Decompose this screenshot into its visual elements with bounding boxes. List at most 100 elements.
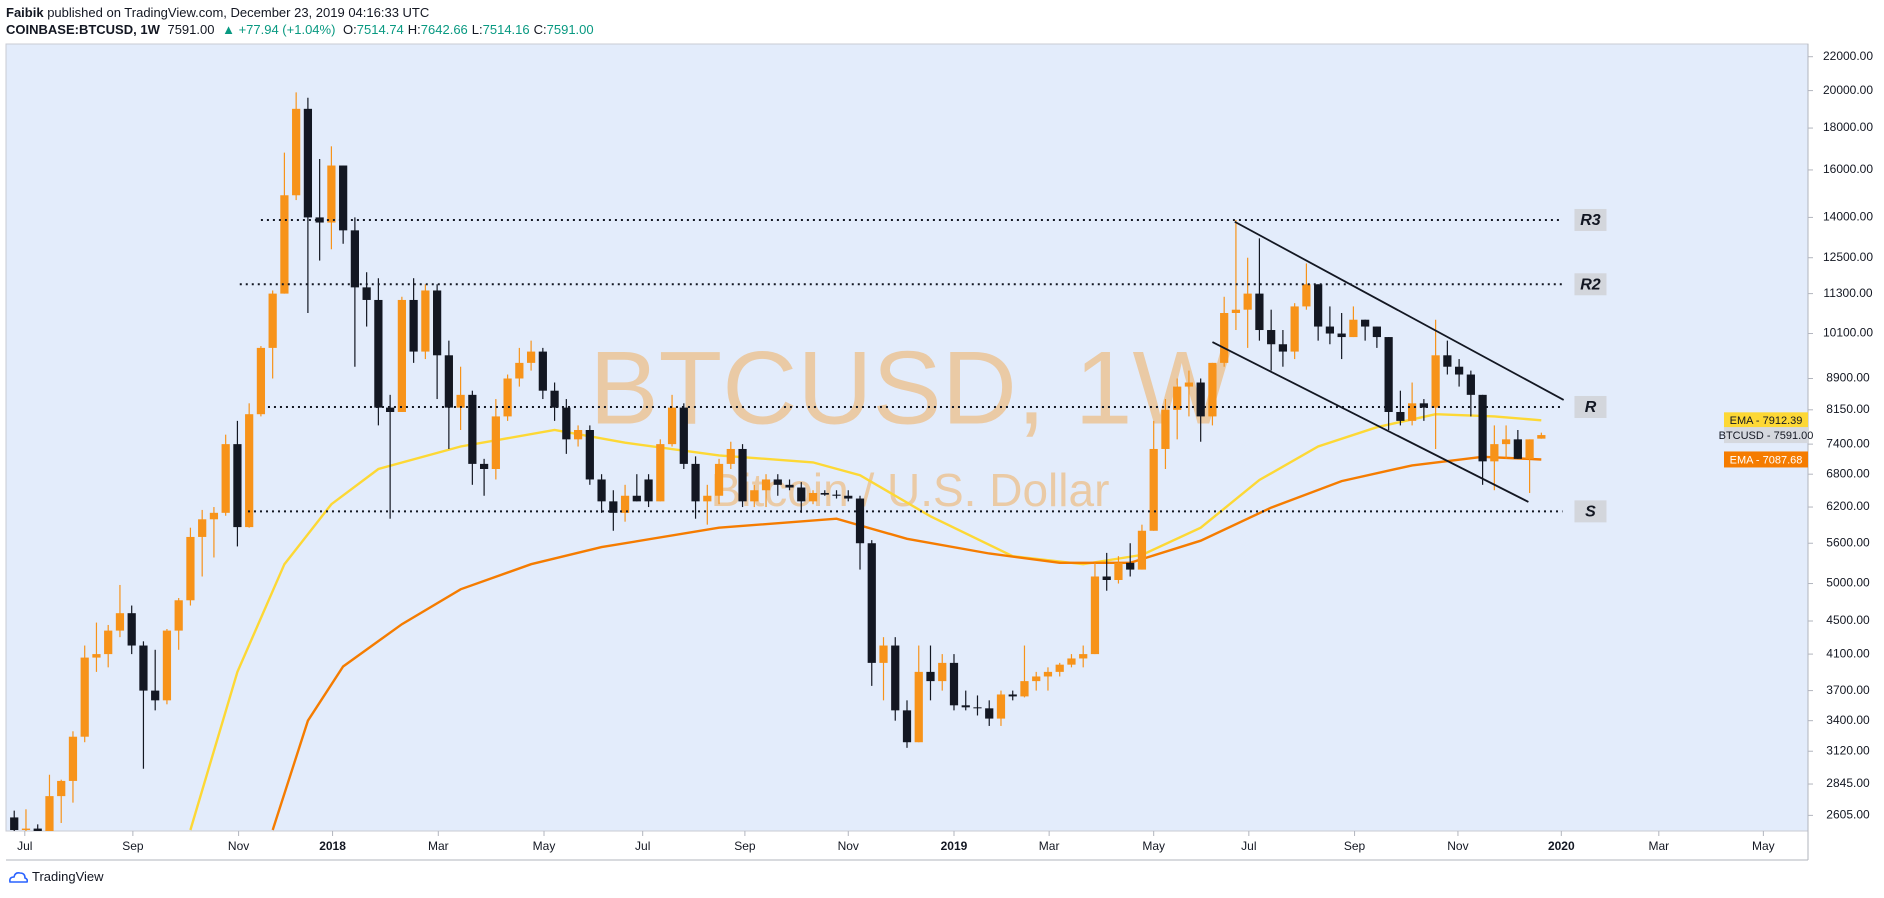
candle-body [985, 708, 994, 719]
x-tick-label: 2018 [319, 839, 346, 853]
x-tick-label: Nov [228, 839, 249, 853]
change: ▲ +77.94 (+1.04%) [222, 22, 336, 37]
candle-body [1396, 411, 1405, 421]
candle-body [68, 736, 78, 781]
candle-body [1161, 409, 1170, 449]
price-label-box [1724, 451, 1808, 468]
candle-body [691, 463, 700, 502]
candle-body [914, 671, 923, 743]
candle-body [362, 287, 371, 300]
plot-layer [10, 92, 1565, 831]
candle-body [562, 407, 571, 440]
candle-body [444, 355, 453, 408]
candle-body [644, 479, 653, 502]
x-tick-label: Sep [734, 839, 756, 853]
x-tick-label: Nov [838, 839, 859, 853]
x-tick-label: 2019 [941, 839, 968, 853]
y-tick-label: 2605.00 [1826, 808, 1870, 822]
y-tick-label: 4100.00 [1826, 646, 1870, 660]
candle-body [679, 407, 688, 464]
candle-body [57, 780, 66, 797]
ohlc-key: H: [407, 22, 421, 37]
x-tick-label: May [1142, 839, 1165, 853]
y-tick-label: 6800.00 [1826, 466, 1870, 480]
y-tick-label: 22000.00 [1823, 49, 1873, 63]
candle-body [902, 710, 912, 743]
ema-line [189, 412, 1542, 831]
published: published on TradingView.com, December 2… [47, 5, 430, 20]
candle-body [785, 484, 794, 488]
candle-body [1325, 326, 1335, 334]
candle-body [1513, 439, 1522, 459]
x-tick-label: Sep [122, 839, 144, 853]
x-tick-label: Mar [1039, 839, 1060, 853]
candle-body [1032, 676, 1041, 682]
price-label: EMA - 7087.68 [1730, 454, 1803, 466]
candle-body [162, 630, 172, 701]
candle-body [174, 600, 183, 631]
candle-body [1290, 306, 1299, 352]
y-tick-label: 3120.00 [1826, 743, 1870, 757]
candle-body [115, 613, 125, 631]
candle-body [1337, 333, 1346, 338]
candle-body [656, 444, 665, 502]
candle-body [891, 645, 900, 711]
candle-body [1067, 658, 1076, 665]
candle-body [21, 828, 31, 831]
candle-body [1137, 530, 1147, 570]
candle-body [515, 362, 524, 379]
candle-body [1478, 394, 1487, 462]
y-tick-label: 12500.00 [1823, 250, 1873, 264]
candle-body [609, 501, 618, 513]
candle-body [256, 347, 266, 415]
ema-line [271, 455, 1542, 831]
candle-body [374, 299, 383, 408]
ohlc-value: 7591.00 [546, 22, 594, 37]
candle-body [1384, 337, 1393, 412]
candle-body [268, 293, 277, 348]
watermark: BTCUSD, 1W [589, 330, 1230, 446]
candle-body [714, 463, 724, 496]
level-label-box [1574, 395, 1607, 418]
candle-body [726, 448, 735, 464]
symbol-line: COINBASE:BTCUSD, 1W 7591.00 ▲ +77.94 (+1… [6, 22, 598, 37]
candle-body [1149, 448, 1158, 531]
candle-body [597, 479, 606, 502]
y-tick-label: 16000.00 [1823, 162, 1873, 176]
candle-body [996, 694, 1006, 719]
candle-body [738, 448, 747, 502]
level-label: R2 [1580, 277, 1601, 294]
candle-body [456, 394, 465, 408]
y-tick-label: 3700.00 [1826, 683, 1870, 697]
candle-body [280, 195, 289, 294]
watermark-sub: Bitcoin / U.S. Dollar [711, 464, 1110, 516]
symbol: COINBASE:BTCUSD, 1W [6, 22, 160, 37]
candle-body [1043, 671, 1053, 677]
candle-body [761, 479, 771, 491]
y-tick-label: 4500.00 [1826, 613, 1870, 627]
candle-body [1372, 326, 1381, 338]
x-tick-label: May [1752, 839, 1775, 853]
footer: TradingView [8, 869, 104, 884]
candle-body [667, 407, 677, 445]
x-tick-label: Mar [1648, 839, 1669, 853]
brand: TradingView [32, 869, 104, 884]
candle-body [1501, 439, 1511, 445]
candle-body [1431, 355, 1440, 408]
candle-body [233, 444, 242, 528]
candle-body [1173, 386, 1182, 410]
candle-body [1196, 382, 1205, 417]
ohlc-key: L: [471, 22, 483, 37]
candle-body [867, 543, 876, 663]
candle-body [80, 657, 89, 737]
candle-body [433, 290, 442, 356]
candle-body [1090, 576, 1100, 655]
candle-body [1020, 681, 1029, 697]
y-tick-label: 3400.00 [1826, 713, 1870, 727]
candle-body [386, 407, 395, 412]
candle-body [327, 165, 336, 223]
y-tick-label: 8900.00 [1826, 371, 1870, 385]
author: Faibik [6, 5, 44, 20]
price-label: EMA - 7912.39 [1730, 415, 1803, 427]
